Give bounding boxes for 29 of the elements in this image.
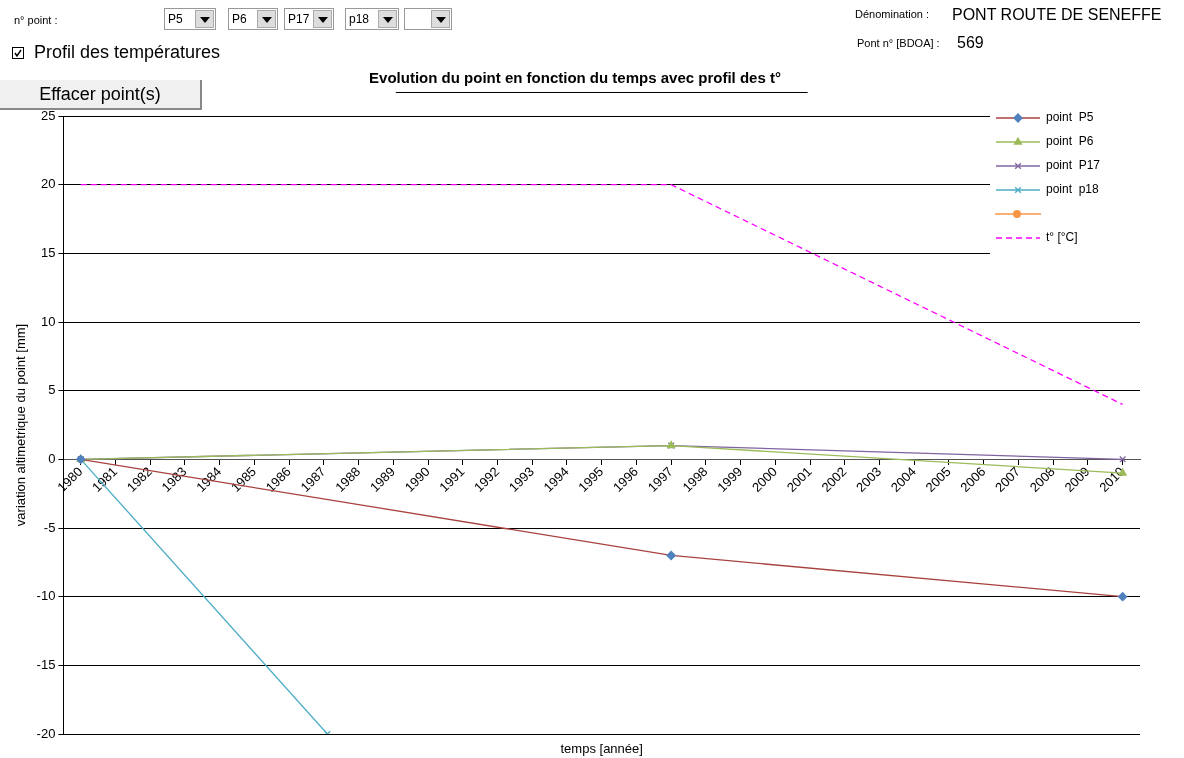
dropdown-field: P17 [284,8,334,30]
y-tick-label: 15 [40,244,56,260]
legend-label: point P5 [1046,110,1094,125]
y-tick-label: 10 [40,313,56,329]
button: Effacer point(s) [0,80,202,110]
text: Profil des températures [34,42,221,63]
y-tick-label: -5 [43,519,56,535]
y-tick-label: 5 [48,382,56,398]
chart-title: Evolution du point en fonction du temps avec profil des t° [369,69,781,87]
text: Pont n° [BDOA] : [857,37,940,49]
y-tick-label: 25 [40,107,56,123]
text: PONT ROUTE DE SENEFFE [952,6,1162,24]
y-tick-label: -10 [36,588,56,604]
legend-label: point P17 [1046,158,1101,173]
dropdown-field: p18 [345,8,399,30]
legend-label: t° [°C] [1046,230,1078,245]
y-tick-label: -20 [36,725,56,741]
text: Dénomination : [855,8,929,20]
dropdown-field: P5 [164,8,216,30]
y-tick-label: -15 [36,656,56,672]
legend-label: point P6 [1046,134,1094,149]
text: 569 [957,34,984,52]
legend-label: point p18 [1046,182,1100,197]
x-axis-title: temps [année] [560,741,643,757]
text: n° point : [14,14,58,26]
y-tick-label: 0 [48,450,56,466]
y-tick-label: 20 [40,176,56,192]
y-axis-title: variation altimetrique du point [mm] [13,323,29,527]
dropdown-field: P6 [228,8,278,30]
